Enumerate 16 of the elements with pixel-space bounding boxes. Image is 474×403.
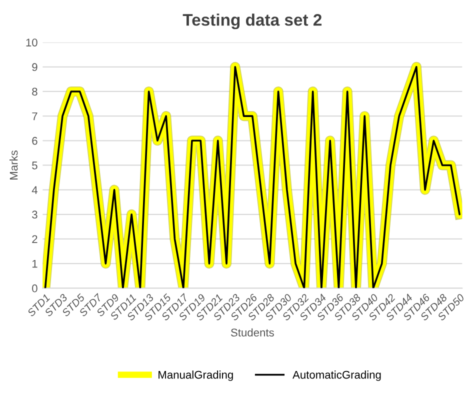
y-tick-label: 5 <box>32 162 38 170</box>
y-tick-label: 6 <box>32 136 38 145</box>
chart-title: Testing data set 2 <box>182 14 322 30</box>
y-tick-label: 9 <box>32 63 38 72</box>
y-axis-title: Marks <box>10 150 18 180</box>
y-tick-label: 4 <box>32 186 38 194</box>
y-tick-label: 1 <box>32 260 38 268</box>
y-tick-label: 2 <box>32 235 38 244</box>
y-tick-label: 10 <box>26 38 38 46</box>
legend-label: AutomaticGrading <box>292 370 381 381</box>
x-axis-title: Students <box>230 328 274 337</box>
legend-label: ManualGrading <box>158 370 233 381</box>
y-tick-label: 3 <box>32 210 38 219</box>
y-tick-label: 0 <box>32 284 38 292</box>
y-tick-label: 7 <box>32 112 38 120</box>
y-tick-label: 8 <box>32 88 38 96</box>
